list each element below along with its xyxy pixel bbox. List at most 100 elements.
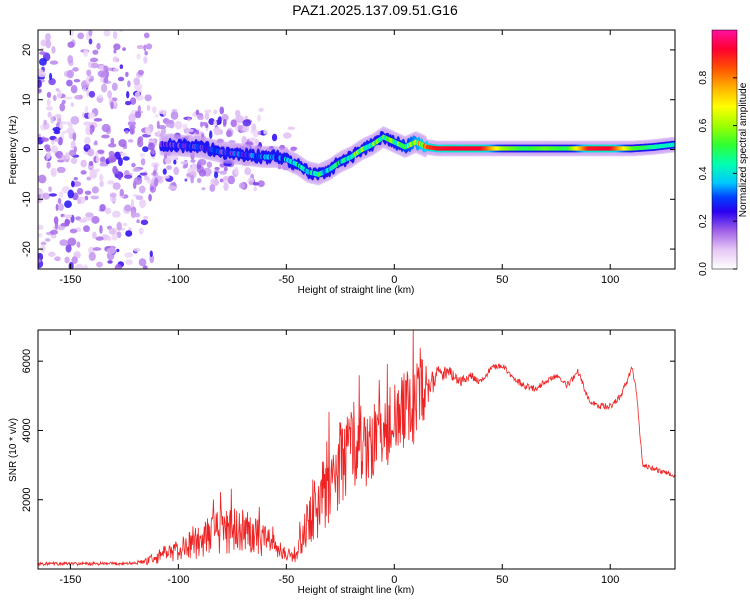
- noise-blob: [201, 187, 206, 191]
- noise-blob: [99, 174, 104, 182]
- noise-blob: [123, 174, 133, 179]
- noise-blob: [76, 241, 81, 248]
- noise-blob: [238, 182, 246, 189]
- noise-blob: [146, 104, 151, 111]
- noise-blob: [77, 198, 82, 205]
- noise-blob: [195, 130, 200, 135]
- noise-blob: [258, 107, 264, 112]
- noise-blob: [57, 198, 62, 205]
- noise-blob: [107, 155, 117, 163]
- noise-blob: [213, 119, 217, 127]
- noise-blob: [271, 133, 278, 142]
- noise-blob: [55, 203, 59, 211]
- colorbar-tick-label: 0.6: [698, 118, 709, 132]
- noise-blob: [50, 116, 54, 124]
- snr-x-label: Height of straight line (km): [298, 585, 415, 596]
- noise-blob: [130, 198, 134, 208]
- noise-blob: [54, 220, 59, 230]
- spectrogram-y-label: Frequency (Hz): [8, 116, 19, 185]
- noise-blob: [106, 236, 112, 241]
- noise-blob: [143, 44, 147, 52]
- noise-blob: [64, 256, 70, 264]
- noise-blob: [154, 114, 159, 118]
- noise-blob: [47, 111, 52, 118]
- noise-blob: [63, 214, 73, 219]
- x-tick-label: 0: [391, 574, 397, 586]
- noise-blob: [263, 129, 268, 135]
- noise-blob: [217, 116, 221, 124]
- noise-blob: [162, 175, 170, 179]
- colorbar-tick-label: 0.0: [698, 262, 709, 276]
- noise-blob: [48, 251, 56, 257]
- noise-blob: [113, 43, 121, 51]
- noise-blob: [119, 30, 124, 33]
- noise-blob: [152, 169, 157, 176]
- x-tick-label: -50: [278, 274, 294, 286]
- noise-blob: [74, 94, 83, 100]
- noise-blob: [255, 138, 260, 146]
- noise-blob: [204, 112, 210, 120]
- noise-blob: [282, 132, 292, 139]
- noise-blob: [251, 123, 257, 131]
- noise-blob: [107, 143, 117, 148]
- noise-blob: [46, 98, 51, 107]
- noise-blob: [51, 46, 56, 54]
- noise-blob: [127, 80, 131, 88]
- noise-blob: [86, 88, 90, 98]
- spectrogram-area: [38, 30, 675, 269]
- snr-frame: [37, 329, 676, 570]
- noise-blob: [67, 55, 74, 64]
- noise-blob: [44, 238, 51, 242]
- noise-blob: [92, 49, 99, 55]
- x-tick-label: -100: [167, 274, 189, 286]
- y-tick-label: -10: [21, 191, 33, 207]
- noise-blob: [99, 76, 105, 83]
- snr-y-label: SNR (10 * v/v): [8, 418, 19, 482]
- noise-blob: [40, 193, 44, 202]
- noise-blob: [88, 90, 96, 98]
- noise-blob: [144, 94, 152, 102]
- x-tick-label: 50: [496, 274, 508, 286]
- noise-blob: [84, 105, 89, 114]
- noise-blob: [124, 204, 132, 212]
- noise-blob: [56, 166, 66, 174]
- noise-blob: [125, 71, 129, 78]
- noise-blob: [137, 139, 144, 148]
- noise-blob: [187, 128, 194, 133]
- noise-blob: [59, 124, 63, 130]
- noise-blob: [242, 119, 252, 127]
- noise-blob: [61, 154, 66, 161]
- noise-blob: [116, 231, 122, 239]
- noise-blob: [213, 179, 219, 186]
- noise-blob: [70, 157, 78, 164]
- noise-blob: [45, 39, 52, 49]
- noise-blob: [145, 43, 153, 50]
- noise-blob: [96, 261, 103, 268]
- noise-blob: [223, 182, 229, 191]
- spectrogram-y-ticks: -20 -10 0 10 20: [21, 44, 675, 257]
- noise-blob: [108, 228, 116, 235]
- y-tick-label: 10: [21, 94, 33, 106]
- noise-blob: [135, 195, 144, 201]
- noise-blob: [125, 259, 133, 265]
- noise-blob: [88, 252, 96, 261]
- noise-blob: [65, 151, 70, 160]
- noise-blob: [130, 209, 137, 219]
- noise-blob: [151, 178, 155, 187]
- noise-blob: [160, 127, 167, 135]
- noise-blob: [68, 149, 77, 157]
- noise-blob: [234, 166, 239, 176]
- noise-blob: [56, 89, 63, 99]
- noise-blob: [38, 71, 47, 78]
- noise-blob: [129, 124, 136, 130]
- noise-blob: [103, 65, 109, 72]
- noise-blob: [68, 30, 74, 37]
- noise-blob: [157, 130, 161, 135]
- noise-blob: [104, 207, 112, 215]
- noise-blob: [72, 132, 77, 142]
- noise-blob: [74, 263, 84, 269]
- noise-blob: [86, 176, 92, 181]
- noise-blob: [139, 152, 146, 158]
- noise-blob: [88, 38, 93, 45]
